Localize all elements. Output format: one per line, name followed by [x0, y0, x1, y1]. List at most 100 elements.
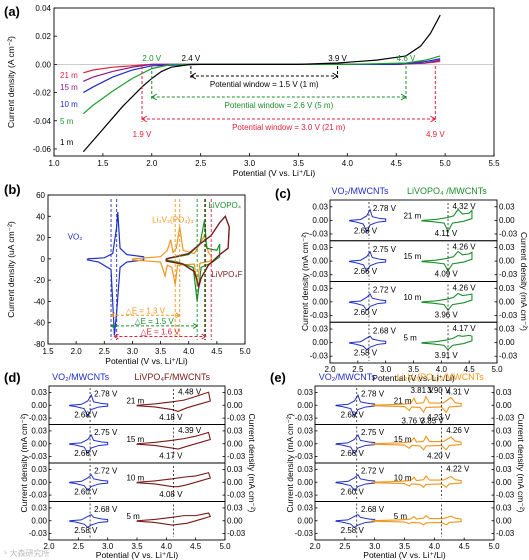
panel-a-window-21m-arrowhead-left [141, 115, 148, 123]
panel-e-peak-d: 4.20 V [427, 451, 451, 460]
panel-a-xtick-label: 4.0 [342, 159, 354, 168]
panel-c-ytick-label-left: 0.03 [312, 243, 328, 252]
panel-b-label: (b) [4, 182, 21, 197]
panel-d-ytick-label-right: 0.03 [227, 465, 243, 474]
panel-b-xtick-label: 1.5 [42, 347, 54, 356]
panel-e-ytick-label-left: 0.00 [297, 439, 313, 448]
panel-a-xtick-label: 3.5 [293, 159, 305, 168]
panel-c-peak-d: 4.09 V [435, 270, 459, 279]
panel-d-peak-b: 2.66 V [74, 449, 98, 458]
panel-d-peak-d: 4.18 V [159, 413, 183, 422]
panel-e-header-right: Li₃V₂(PO₄)₃/MWCNTs [397, 372, 484, 382]
panel-e-ytick-label-right: 0.03 [496, 503, 512, 512]
panel-a-ytick-label: 0.04 [35, 4, 51, 13]
panel-a-v-5m-high: 4.6 V [397, 54, 416, 63]
panel-d-ytick-label-left: 0.03 [31, 503, 47, 512]
panel-d-row-label: 21 m [126, 396, 144, 405]
panel-e-xtick-label: 3.5 [399, 542, 411, 551]
panel-e-ylabel-right: Current density (mA cm⁻²) [516, 414, 526, 513]
panel-c-xtick-label: 4.0 [436, 365, 448, 374]
panel-e-row: 0.03 0.03 0.00 0.00 -0.03 -0.03 2.68 V 2.58 V 5 … [295, 501, 515, 541]
panel-d-peak-b: 2.60 V [74, 488, 98, 497]
panel-d-header-right: LiVPO₄F/MWCNTs [134, 372, 210, 382]
panel-e-ytick-label-right: 0.03 [496, 388, 512, 397]
panel-d-curve-vo2 [69, 473, 109, 492]
panel-b-ytick-label: 40 [36, 212, 45, 221]
panel-d-curve-vo2 [69, 513, 109, 529]
panel-d-row: 0.03 0.03 0.00 0.00 -0.03 -0.03 2.78 V 2.68 V 21… [29, 385, 246, 425]
panel-e-xtick-label: 5.0 [488, 542, 500, 551]
panel-c-ytick-label-right: -0.03 [499, 270, 518, 279]
panel-c-row-label: 21 m [403, 211, 421, 220]
panel-c-ytick-label-right: 0.03 [499, 243, 515, 252]
panel-a-xtick-label: 5.0 [440, 159, 452, 168]
panel-d-peak-a: 2.68 V [94, 505, 118, 514]
panel-d-ytick-label-left: 0.03 [31, 388, 47, 397]
panel-c-ytick-label-right: 0.03 [499, 325, 515, 334]
panel-e-xtick-label: 3.0 [369, 542, 381, 551]
panel-b-label-lvp: Li₃V₂(PO₄)₃ [152, 216, 193, 225]
panel-e-xtick-label: 4.5 [459, 542, 471, 551]
panel-d-row-label: 5 m [126, 512, 140, 521]
panel-b-ytick-label: 60 [36, 191, 45, 200]
panel-d-row-label: 10 m [126, 473, 144, 482]
panel-c-ytick-label-right: -0.03 [499, 311, 518, 320]
panel-e-label: (e) [270, 370, 286, 385]
panel-d-ytick-label-right: 0.03 [227, 426, 243, 435]
panel-e-xlabel: Potential (V vs. Li⁺/Li) [363, 550, 446, 560]
panel-e-ytick-label-left: -0.03 [295, 414, 314, 423]
panel-d-ytick-label-right: -0.03 [227, 452, 246, 461]
panel-a-xlabel: Potential (V vs. Li⁺/Li) [233, 168, 316, 178]
panel-d-ylabel-right: Current density (mA cm⁻²) [247, 414, 257, 513]
panel-d-ytick-label-right: -0.03 [227, 414, 246, 423]
panel-d-ytick-label-right: 0.00 [227, 401, 243, 410]
panel-c-label: (c) [275, 186, 291, 201]
panel-e-ytick-label-right: 0.00 [496, 401, 512, 410]
panel-c-curve-right [421, 208, 473, 233]
panel-c-ytick-label-right: 0.00 [499, 216, 515, 225]
panel-d-xtick-label: 4.5 [190, 542, 202, 551]
panel-a-v-21m-high: 4.9 V [426, 130, 445, 139]
panel-a-series-label: 21 m [60, 71, 78, 80]
panel-e-peak-a: 2.72 V [361, 466, 385, 475]
panel-d-xlabel: Potential (V vs. Li⁺/Li) [96, 550, 179, 560]
panel-d-ytick-label-left: -0.03 [29, 452, 48, 461]
panel-e-row-label: 10 m [394, 473, 412, 482]
panel-a-xtick-label: 1.5 [97, 159, 109, 168]
panel-c-peak-b: 2.68 V [354, 226, 378, 235]
panel-b-delta-e-label: △E = 1.5 V [134, 317, 174, 326]
panel-e-curve-right [371, 435, 462, 451]
panel-a-label: (a) [4, 4, 20, 19]
panel-b-delta-e-head [110, 312, 116, 319]
panel-a-xtick-label: 5.5 [488, 159, 500, 168]
panel-c-ytick-label-left: 0.03 [312, 202, 328, 211]
panel-d-ytick-label-right: 0.03 [227, 503, 243, 512]
panel-d-peak-b: 2.68 V [74, 411, 98, 420]
panel-d-ytick-label-left: 0.00 [31, 439, 47, 448]
panel-d-ylabel-left: Current density (mA cm⁻²) [19, 413, 29, 512]
panel-e-ytick-label-left: 0.03 [297, 465, 313, 474]
panel-e-ytick-label-left: 0.00 [297, 516, 313, 525]
panel-d-xtick-label: 5.0 [219, 542, 231, 551]
panel-c-ytick-label-right: -0.03 [499, 352, 518, 361]
panel-a-xtick-label: 1.0 [48, 159, 60, 168]
panel-e-row: 0.03 0.03 0.00 0.00 -0.03 -0.03 2.78 V 2.68 V 21… [295, 385, 515, 425]
panel-c-ytick-label-left: -0.03 [310, 270, 329, 279]
panel-e-ytick-label-left: 0.03 [297, 503, 313, 512]
panel-e-peak-c: 4.26 V [446, 426, 470, 435]
panel-c-xtick-label: 4.5 [464, 365, 476, 374]
panel-e-ytick-label-right: -0.03 [496, 491, 515, 500]
panel-c-xtick-label: 2.0 [324, 365, 336, 374]
panel-a-window-1m-arrowhead-right [332, 72, 339, 80]
panel-e-peak-c: 4.31 V [446, 387, 470, 396]
panel-d-row: 0.03 0.03 0.00 0.00 -0.03 -0.03 2.68 V 2.58 V 5 … [29, 501, 246, 541]
panel-d-ytick-label-right: 0.00 [227, 439, 243, 448]
panel-b-ytick-label: -80 [33, 340, 45, 349]
panel-d-xtick-label: 3.0 [102, 542, 114, 551]
panel-c-xtick-label: 3.5 [408, 365, 420, 374]
panel-d-xtick-label: 4.0 [161, 542, 173, 551]
panel-e-row-label: 21 m [394, 396, 412, 405]
panel-a-window-1m-label: Potential window = 1.5 V (1 m) [210, 80, 319, 89]
panel-b-ylabel: Current density (uA cm⁻²) [6, 221, 16, 318]
